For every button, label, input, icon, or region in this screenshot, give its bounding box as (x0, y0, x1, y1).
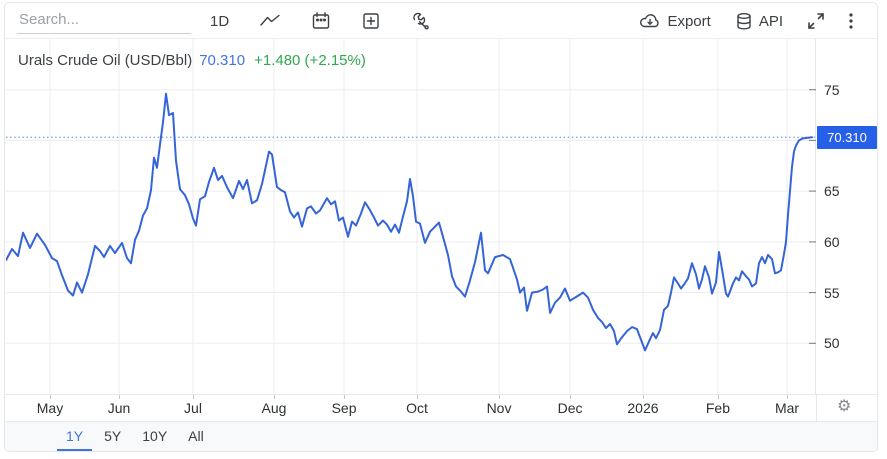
footer-bar: 1Y 5Y 10Y All (5, 421, 877, 451)
x-tick-label: Jun (107, 400, 131, 416)
last-price-value: 70.310 (199, 52, 246, 69)
search-box (17, 8, 191, 34)
range-tab-1y[interactable]: 1Y (57, 422, 93, 451)
fullscreen-button[interactable] (807, 12, 825, 30)
export-cloud-icon (639, 12, 661, 30)
gear-settings-button[interactable]: ⚙ (837, 398, 852, 415)
chart-settings-button[interactable] (411, 11, 431, 31)
chart-type-button[interactable] (259, 12, 281, 30)
interval-button[interactable]: 1D (210, 12, 230, 30)
x-tick-label: Mar (774, 400, 800, 416)
x-tick-label: Sep (331, 400, 357, 416)
chart-legend: Urals Crude Oil (USD/Bbl) 70.310 +1.480 (+… (18, 52, 366, 69)
calendar-button[interactable] (311, 11, 331, 31)
range-tab-10y[interactable]: 10Y (133, 422, 176, 451)
api-label: API (758, 12, 783, 30)
compare-add-button[interactable] (361, 11, 381, 31)
range-tab-group: 1Y 5Y 10Y All (57, 422, 213, 451)
toolbar: 1D (5, 3, 877, 39)
current-price-badge: 70.310 (817, 125, 877, 149)
x-tick-label: Jul (184, 400, 202, 416)
fullscreen-icon (807, 12, 825, 30)
search-input[interactable] (17, 8, 191, 34)
y-axis: 505560657075 (816, 39, 877, 394)
x-tick-mark (499, 395, 501, 399)
chart-plot-area[interactable]: Urals Crude Oil (USD/Bbl) 70.310 +1.480 (+… (5, 39, 877, 394)
x-tick-mark (787, 395, 788, 399)
wrench-icon (411, 11, 431, 31)
x-tick-label: Feb (705, 400, 730, 416)
y-tick-label: 75 (824, 81, 840, 98)
x-tick-label: Dec (557, 400, 583, 416)
range-tab-all[interactable]: All (179, 422, 213, 451)
more-menu-button[interactable] (849, 12, 853, 30)
x-tick-mark (119, 395, 120, 399)
x-tick-mark (717, 395, 719, 399)
price-change-value: +1.480 (+2.15%) (254, 52, 366, 69)
y-tick-label: 65 (824, 183, 840, 200)
x-tick-mark (570, 395, 572, 399)
x-axis: ⚙ May Jun Jul Aug Sep Oct Nov Dec 2026 Feb Mar (5, 394, 877, 421)
kebab-menu-icon (849, 12, 853, 30)
api-database-icon (735, 12, 753, 31)
axis-separator (816, 395, 817, 421)
api-button[interactable]: API (735, 12, 783, 31)
export-label: Export (667, 12, 711, 30)
y-tick-label: 60 (824, 233, 840, 250)
series-title: Urals Crude Oil (USD/Bbl) (18, 52, 193, 69)
export-button[interactable]: Export (639, 12, 711, 30)
toolbar-tools: 1D (210, 3, 431, 39)
x-tick-label: Aug (261, 400, 287, 416)
x-tick-label: Oct (406, 400, 428, 416)
x-tick-mark (192, 395, 194, 399)
x-tick-label: Nov (486, 400, 512, 416)
x-tick-label: 2026 (627, 400, 659, 416)
price-line-chart (6, 39, 816, 394)
line-chart-icon (259, 12, 281, 30)
x-tick-mark (416, 395, 418, 399)
toolbar-actions: Export API (639, 3, 853, 39)
chart-widget: 1D (4, 2, 878, 452)
x-tick-mark (273, 395, 275, 399)
y-tick-label: 55 (824, 284, 840, 301)
y-tick-label: 50 (824, 335, 840, 352)
add-square-icon (361, 11, 381, 31)
calendar-icon (311, 11, 331, 31)
x-tick-label: May (36, 400, 64, 416)
x-tick-mark (642, 395, 644, 399)
x-tick-mark (50, 395, 51, 399)
range-tab-5y[interactable]: 5Y (95, 422, 130, 451)
x-tick-mark (344, 395, 346, 399)
